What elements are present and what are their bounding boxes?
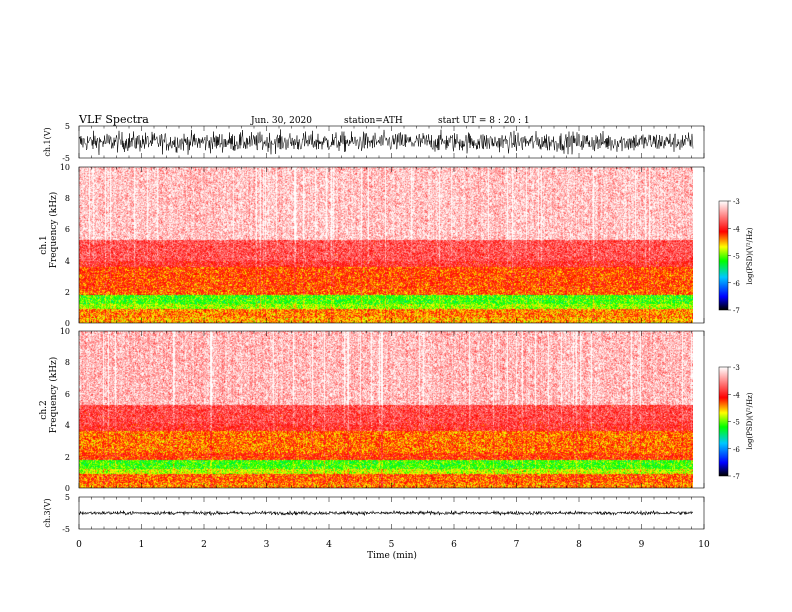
ch1-spectrogram-image (79, 167, 693, 323)
start-time-label: start UT = 8 : 20 : 1 (438, 116, 530, 126)
ch1-channel-label: ch.1 (39, 235, 49, 254)
ch2-colorbar-gradient (719, 367, 728, 476)
ch2-ytick-8: 8 (65, 358, 70, 367)
time-tick-label: 0 (76, 540, 82, 550)
time-tick-label: 6 (451, 540, 457, 550)
figure-title: VLF Spectra (78, 113, 149, 126)
ch3-waveform-trace (78, 509, 694, 517)
ch1-ytick-8: 8 (65, 194, 70, 203)
ch1-spectrogram-panel: 0 2 4 6 8 10 ch.1 Frequency (kHz) (39, 163, 705, 328)
time-tick-label: 8 (576, 540, 582, 550)
ch1-ytick-4: 4 (65, 257, 70, 266)
ch2-ytick-0: 0 (65, 484, 70, 493)
ch1-colorbar-label: log(PSD)(V²/Hz) (746, 227, 754, 284)
ch3-ytick-top: 5 (65, 493, 70, 502)
ch1-waveform-ylabel: ch.1(V) (43, 127, 52, 156)
ch2-ytick-6: 6 (65, 390, 70, 399)
time-tick-label: 2 (201, 540, 207, 550)
ch3-waveform-panel: 5 -5 ch.3(V) (43, 493, 705, 534)
time-tick-label: 4 (326, 540, 332, 550)
ch2-frequency-label: Frequency (kHz) (48, 357, 59, 434)
ch3-waveform-ylabel: ch.3(V) (43, 498, 52, 527)
colorbar-tick-label: -4 (733, 391, 740, 399)
time-tick-label: 9 (639, 540, 645, 550)
ch1-ytick-2: 2 (65, 288, 70, 297)
station-label: station=ATH (344, 116, 403, 126)
time-tick-label: 3 (264, 540, 270, 550)
ch1-ytick-bottom: -5 (62, 154, 70, 163)
ch2-ytick-10: 10 (60, 327, 70, 336)
time-axis-tick-labels: 0 1 2 3 4 5 6 7 8 9 10 (76, 540, 710, 550)
ch1-ytick-6: 6 (65, 225, 70, 234)
ch1-waveform-ticks (78, 126, 705, 158)
colorbar-tick-label: -4 (733, 225, 740, 233)
colorbar-tick-label: -5 (733, 419, 740, 427)
time-tick-label: 1 (139, 540, 145, 550)
ch2-spectrogram-ticks (78, 331, 705, 488)
time-axis-label: Time (min) (367, 550, 417, 561)
ch2-colorbar: -3 -4 -5 -6 -7 log(PSD)(V²/Hz) (718, 364, 754, 481)
ch1-waveform-trace (78, 129, 694, 155)
ch2-colorbar-label: log(PSD)(V²/Hz) (746, 392, 754, 449)
ch1-colorbar-ticks: -3 -4 -5 -6 -7 (728, 198, 740, 315)
time-tick-label: 10 (698, 540, 710, 550)
time-tick-label: 5 (389, 540, 395, 550)
ch1-ytick-10: 10 (60, 163, 70, 172)
ch3-ytick-bottom: -5 (62, 525, 70, 534)
colorbar-tick-label: -3 (733, 364, 740, 372)
colorbar-tick-label: -5 (733, 253, 740, 261)
ch2-ytick-4: 4 (65, 421, 70, 430)
colorbar-tick-label: -3 (733, 198, 740, 206)
colorbar-tick-label: -7 (733, 307, 740, 315)
ch1-frequency-label: Frequency (kHz) (48, 192, 59, 269)
ch2-ytick-2: 2 (65, 453, 70, 462)
ch1-colorbar-gradient (719, 201, 728, 310)
ch1-ytick-0: 0 (65, 319, 70, 328)
ch2-colorbar-ticks: -3 -4 -5 -6 -7 (728, 364, 740, 481)
ch2-spectrogram-image (79, 331, 693, 488)
ch2-channel-label: ch.2 (39, 400, 49, 419)
ch1-spectrogram-ticks (78, 167, 705, 323)
colorbar-tick-label: -7 (733, 473, 740, 481)
colorbar-tick-label: -6 (733, 280, 740, 288)
ch1-colorbar: -3 -4 -5 -6 -7 log(PSD)(V²/Hz) (718, 198, 754, 315)
ch3-waveform-ticks (78, 497, 705, 529)
date-label: Jun. 30, 2020 (250, 116, 312, 126)
time-tick-label: 7 (514, 540, 520, 550)
ch1-ytick-top: 5 (65, 122, 70, 131)
ch2-spectrogram-panel: 0 2 4 6 8 10 ch.2 Frequency (kHz) (39, 327, 705, 493)
ch1-waveform-panel: 5 -5 ch.1(V) (43, 122, 705, 163)
colorbar-tick-label: -6 (733, 446, 740, 454)
